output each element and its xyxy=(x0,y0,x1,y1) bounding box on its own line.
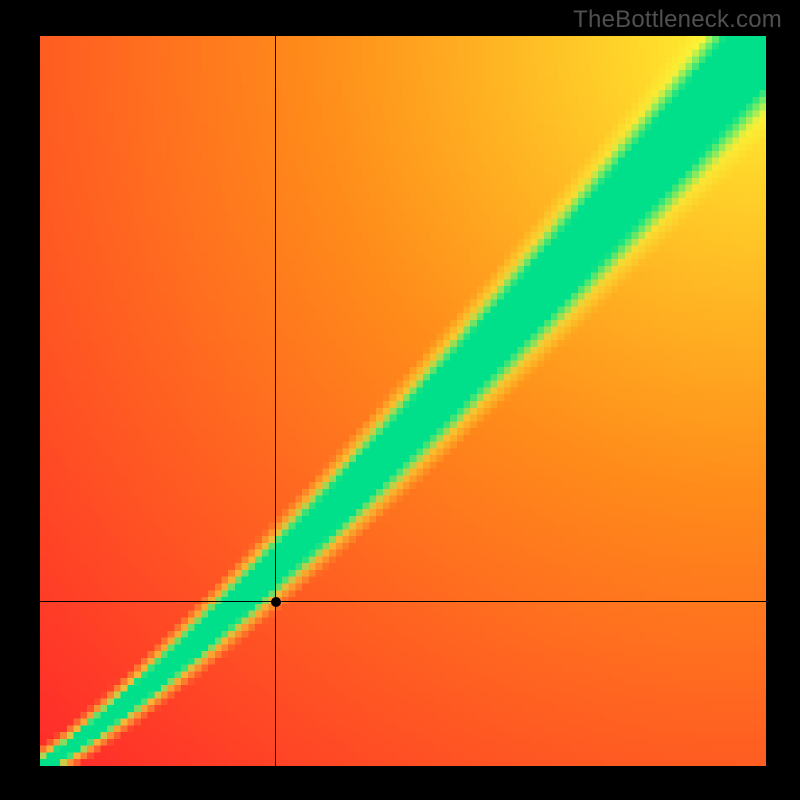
watermark-text: TheBottleneck.com xyxy=(573,6,782,34)
crosshair-vertical xyxy=(275,36,276,766)
crosshair-horizontal xyxy=(40,601,766,602)
heatmap-canvas xyxy=(40,36,766,766)
chart-stage: TheBottleneck.com xyxy=(0,0,800,800)
marker-dot xyxy=(271,597,281,607)
heatmap-plot-area xyxy=(40,36,766,766)
